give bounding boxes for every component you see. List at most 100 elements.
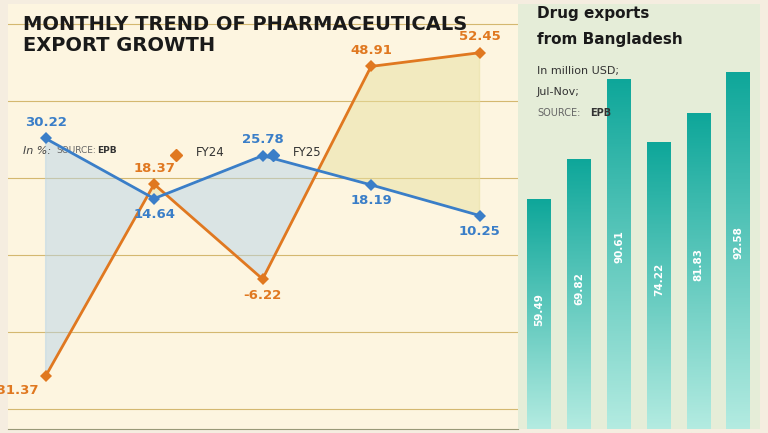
Text: 18.19: 18.19 bbox=[350, 194, 392, 207]
Bar bbox=[727, 295, 750, 297]
Bar bbox=[727, 422, 750, 423]
Bar bbox=[528, 229, 551, 230]
Bar bbox=[528, 374, 551, 375]
Bar bbox=[727, 113, 750, 114]
Bar bbox=[647, 368, 670, 370]
Bar bbox=[687, 416, 710, 417]
Bar bbox=[727, 77, 750, 79]
Bar bbox=[647, 207, 670, 208]
Bar bbox=[727, 297, 750, 298]
Bar bbox=[607, 329, 631, 331]
Bar bbox=[727, 220, 750, 222]
Bar bbox=[607, 200, 631, 201]
Bar bbox=[528, 266, 551, 267]
Bar bbox=[568, 333, 591, 334]
Bar bbox=[528, 349, 551, 351]
Bar bbox=[568, 283, 591, 284]
Bar bbox=[568, 252, 591, 254]
Bar bbox=[607, 130, 631, 132]
Bar bbox=[528, 406, 551, 407]
Bar bbox=[607, 118, 631, 120]
Bar bbox=[528, 413, 551, 414]
Bar bbox=[528, 226, 551, 227]
Bar bbox=[727, 373, 750, 375]
Bar bbox=[727, 413, 750, 414]
Bar bbox=[607, 257, 631, 259]
Bar bbox=[528, 230, 551, 231]
Bar bbox=[607, 182, 631, 184]
Bar bbox=[687, 130, 710, 132]
Bar bbox=[687, 230, 710, 231]
Bar bbox=[687, 317, 710, 318]
Bar bbox=[568, 411, 591, 413]
Bar bbox=[647, 331, 670, 333]
Bar bbox=[528, 288, 551, 289]
Bar bbox=[687, 426, 710, 427]
Bar bbox=[647, 323, 670, 324]
Bar bbox=[528, 220, 551, 221]
Bar bbox=[607, 184, 631, 186]
Bar bbox=[568, 304, 591, 305]
Bar bbox=[607, 240, 631, 242]
Bar bbox=[687, 204, 710, 206]
Bar bbox=[568, 295, 591, 297]
Bar bbox=[568, 162, 591, 163]
Bar bbox=[687, 155, 710, 157]
Bar bbox=[727, 181, 750, 182]
Bar bbox=[528, 244, 551, 245]
Bar bbox=[687, 198, 710, 200]
Bar bbox=[727, 98, 750, 100]
Bar bbox=[607, 287, 631, 289]
Bar bbox=[687, 411, 710, 413]
Bar bbox=[687, 149, 710, 151]
Bar bbox=[727, 229, 750, 230]
Bar bbox=[607, 121, 631, 123]
Bar bbox=[568, 346, 591, 348]
Bar bbox=[647, 280, 670, 281]
Bar bbox=[607, 343, 631, 345]
Bar bbox=[647, 366, 670, 367]
Bar bbox=[568, 349, 591, 351]
Bar bbox=[647, 171, 670, 172]
Bar bbox=[607, 404, 631, 406]
Bar bbox=[647, 316, 670, 317]
Bar bbox=[568, 309, 591, 310]
Bar bbox=[647, 403, 670, 404]
Bar bbox=[687, 209, 710, 211]
Bar bbox=[687, 241, 710, 242]
Bar bbox=[647, 281, 670, 283]
Bar bbox=[607, 196, 631, 198]
Bar bbox=[568, 170, 591, 171]
Bar bbox=[607, 135, 631, 137]
Bar bbox=[568, 426, 591, 427]
Bar bbox=[607, 383, 631, 385]
Bar bbox=[647, 349, 670, 350]
Bar bbox=[727, 257, 750, 259]
Bar bbox=[687, 337, 710, 339]
Bar bbox=[687, 324, 710, 326]
Bar bbox=[687, 146, 710, 148]
Bar bbox=[687, 299, 710, 301]
Bar bbox=[647, 226, 670, 227]
Bar bbox=[727, 330, 750, 332]
Bar bbox=[528, 368, 551, 369]
Bar bbox=[687, 334, 710, 336]
Bar bbox=[647, 187, 670, 188]
Bar bbox=[607, 189, 631, 191]
Bar bbox=[647, 373, 670, 374]
Bar bbox=[607, 207, 631, 208]
Bar bbox=[727, 191, 750, 193]
Bar bbox=[607, 147, 631, 149]
Bar bbox=[687, 279, 710, 280]
Bar bbox=[687, 255, 710, 257]
Bar bbox=[568, 290, 591, 291]
Bar bbox=[687, 397, 710, 399]
Bar bbox=[528, 245, 551, 246]
Bar bbox=[607, 205, 631, 207]
Bar bbox=[687, 142, 710, 143]
Bar bbox=[528, 250, 551, 251]
Bar bbox=[687, 216, 710, 217]
Bar bbox=[687, 231, 710, 233]
Bar bbox=[727, 305, 750, 307]
Text: 90.61: 90.61 bbox=[614, 230, 624, 263]
